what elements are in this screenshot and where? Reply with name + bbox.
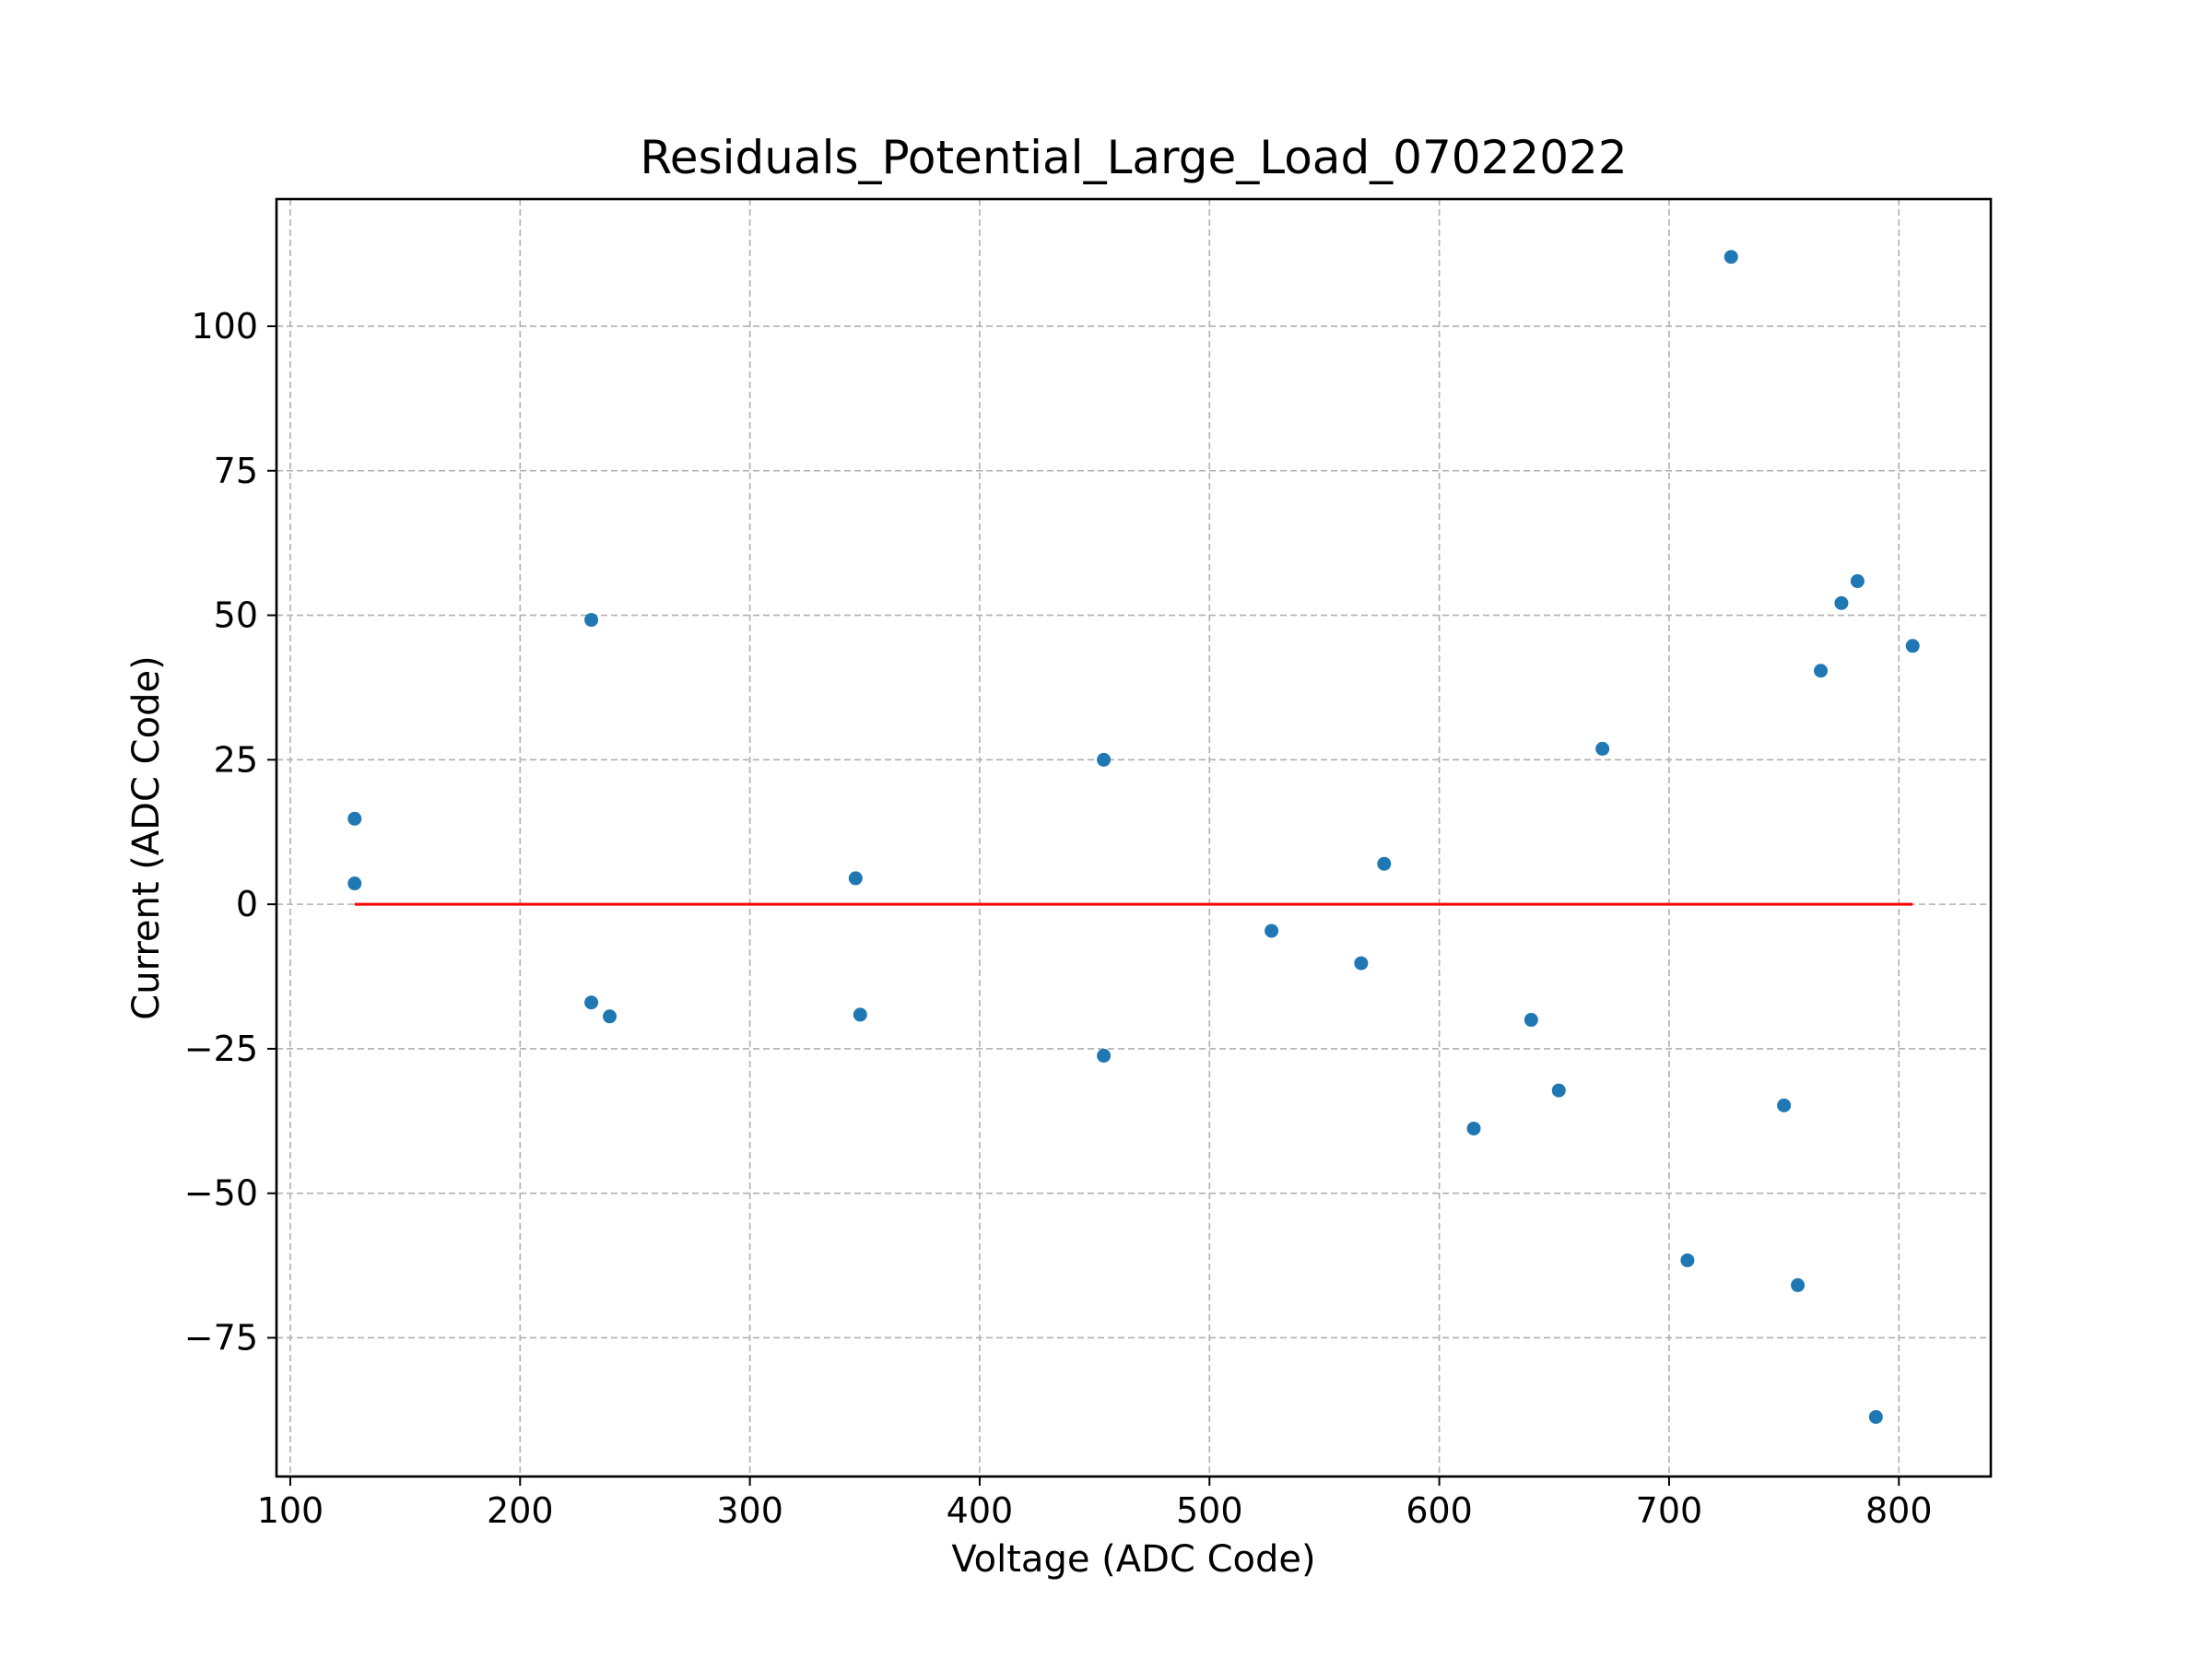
data-point [603,1009,618,1024]
x-axis-label: Voltage (ADC Code) [951,1538,1315,1581]
data-point [1834,595,1849,610]
y-tick-label: −25 [184,1029,258,1069]
y-tick-label: 50 [214,595,258,636]
data-point [1777,1098,1792,1112]
y-tick-label: −50 [184,1173,258,1214]
x-tick-label: 500 [1176,1490,1243,1531]
x-tick-label: 300 [716,1490,783,1531]
grid-lines [276,199,1991,1477]
data-point [1377,856,1392,871]
y-tick-label: −75 [184,1317,258,1358]
y-axis-ticks: −75 −50 −25 0 25 50 75 100 [184,306,276,1358]
y-tick-label: 25 [214,739,258,780]
data-point [848,871,863,886]
data-point [853,1007,867,1022]
data-point [1466,1121,1481,1135]
y-tick-label: 0 [236,884,258,924]
data-point [347,877,362,891]
data-point [584,613,599,628]
data-point [1850,574,1865,589]
data-point [1097,1048,1112,1063]
data-point [1551,1083,1566,1098]
y-tick-label: 100 [191,306,258,347]
data-point [1868,1409,1883,1424]
data-point [1905,639,1920,653]
data-point [1354,956,1369,971]
x-tick-label: 400 [947,1490,1014,1531]
x-tick-label: 200 [487,1490,554,1531]
data-point [584,995,599,1010]
data-point [347,811,362,826]
data-points [347,250,1920,1424]
data-point [1524,1013,1538,1028]
y-tick-label: 75 [214,451,258,491]
data-point [1595,741,1610,756]
data-point [1791,1277,1806,1292]
x-tick-label: 100 [257,1490,324,1531]
data-point [1265,924,1279,938]
y-axis-label: Current (ADC Code) [125,655,168,1019]
x-tick-label: 600 [1406,1490,1473,1531]
x-tick-label: 800 [1865,1490,1933,1531]
data-point [1680,1253,1695,1267]
x-axis-ticks: 100 200 300 400 500 600 700 800 [257,1477,1933,1531]
data-point [1813,664,1828,678]
plot-frame [275,197,1993,1478]
data-point [1724,250,1738,265]
data-point [1097,752,1112,767]
x-tick-label: 700 [1636,1490,1703,1531]
chart-title: Residuals_Potential_Large_Load_07022022 [640,131,1627,184]
